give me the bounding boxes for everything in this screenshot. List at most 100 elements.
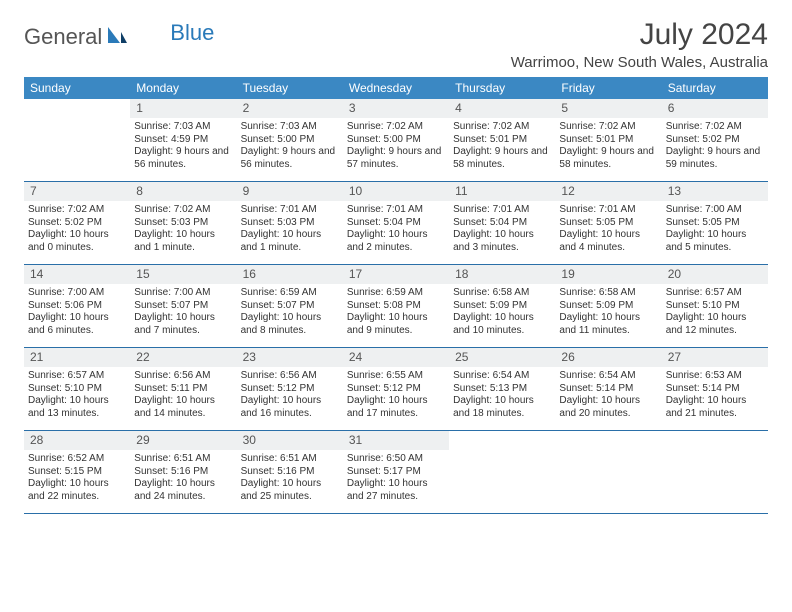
day-line: Daylight: 10 hours and 12 minutes. <box>666 312 764 337</box>
day-number: 19 <box>555 265 661 284</box>
day-body <box>449 450 555 457</box>
day-line: Sunset: 5:03 PM <box>134 217 232 230</box>
day-number: 14 <box>24 265 130 284</box>
calendar-grid: SundayMondayTuesdayWednesdayThursdayFrid… <box>24 77 768 514</box>
day-cell: 30Sunrise: 6:51 AMSunset: 5:16 PMDayligh… <box>237 431 343 513</box>
day-number: 17 <box>343 265 449 284</box>
day-body: Sunrise: 7:02 AMSunset: 5:01 PMDaylight:… <box>449 118 555 175</box>
day-number: 28 <box>24 431 130 450</box>
calendar-weeks: .1Sunrise: 7:03 AMSunset: 4:59 PMDayligh… <box>24 99 768 514</box>
day-body: Sunrise: 7:02 AMSunset: 5:01 PMDaylight:… <box>555 118 661 175</box>
day-line: Sunrise: 7:02 AM <box>666 121 764 134</box>
day-line: Daylight: 10 hours and 20 minutes. <box>559 395 657 420</box>
day-line: Sunrise: 7:02 AM <box>453 121 551 134</box>
day-line: Sunrise: 7:02 AM <box>347 121 445 134</box>
day-body: Sunrise: 7:00 AMSunset: 5:07 PMDaylight:… <box>130 284 236 341</box>
day-cell: 31Sunrise: 6:50 AMSunset: 5:17 PMDayligh… <box>343 431 449 513</box>
brand-logo: General Blue <box>24 18 176 50</box>
day-line: Sunset: 5:14 PM <box>666 383 764 396</box>
day-body: Sunrise: 7:02 AMSunset: 5:00 PMDaylight:… <box>343 118 449 175</box>
day-number: 29 <box>130 431 236 450</box>
day-line: Daylight: 10 hours and 25 minutes. <box>241 478 339 503</box>
day-cell: 8 Sunrise: 7:02 AMSunset: 5:03 PMDaylight… <box>130 182 236 264</box>
title-block: July 2024 Warrimoo, New South Wales, Aus… <box>511 18 768 71</box>
day-line: Daylight: 10 hours and 1 minute. <box>134 229 232 254</box>
day-body: Sunrise: 7:02 AMSunset: 5:02 PMDaylight:… <box>662 118 768 175</box>
day-cell: 19Sunrise: 6:58 AMSunset: 5:09 PMDayligh… <box>555 265 661 347</box>
day-number: 8 <box>130 182 236 201</box>
day-body <box>662 450 768 457</box>
day-cell: 23Sunrise: 6:56 AMSunset: 5:12 PMDayligh… <box>237 348 343 430</box>
day-line: Sunset: 4:59 PM <box>134 134 232 147</box>
day-cell: 20Sunrise: 6:57 AMSunset: 5:10 PMDayligh… <box>662 265 768 347</box>
day-body: Sunrise: 6:59 AMSunset: 5:08 PMDaylight:… <box>343 284 449 341</box>
brand-text-2: Blue <box>170 20 214 46</box>
day-line: Sunset: 5:03 PM <box>241 217 339 230</box>
day-body <box>24 118 130 125</box>
day-line: Daylight: 10 hours and 3 minutes. <box>453 229 551 254</box>
day-line: Daylight: 9 hours and 56 minutes. <box>134 146 232 171</box>
day-number: 1 <box>130 99 236 118</box>
day-cell: 15Sunrise: 7:00 AMSunset: 5:07 PMDayligh… <box>130 265 236 347</box>
day-line: Sunrise: 6:56 AM <box>134 370 232 383</box>
day-line: Sunset: 5:07 PM <box>134 300 232 313</box>
day-line: Sunrise: 7:03 AM <box>134 121 232 134</box>
day-number: 30 <box>237 431 343 450</box>
day-cell: 13Sunrise: 7:00 AMSunset: 5:05 PMDayligh… <box>662 182 768 264</box>
day-cell: 12Sunrise: 7:01 AMSunset: 5:05 PMDayligh… <box>555 182 661 264</box>
day-body: Sunrise: 6:54 AMSunset: 5:13 PMDaylight:… <box>449 367 555 424</box>
day-number: 24 <box>343 348 449 367</box>
day-cell: 24Sunrise: 6:55 AMSunset: 5:12 PMDayligh… <box>343 348 449 430</box>
day-body: Sunrise: 7:02 AMSunset: 5:02 PMDaylight:… <box>24 201 130 258</box>
dow-cell: Wednesday <box>343 77 449 99</box>
day-line: Sunrise: 6:58 AM <box>559 287 657 300</box>
day-line: Daylight: 10 hours and 14 minutes. <box>134 395 232 420</box>
day-line: Sunrise: 6:57 AM <box>666 287 764 300</box>
day-body: Sunrise: 6:56 AMSunset: 5:12 PMDaylight:… <box>237 367 343 424</box>
day-line: Sunset: 5:08 PM <box>347 300 445 313</box>
day-cell: . <box>555 431 661 513</box>
page-header: General Blue July 2024 Warrimoo, New Sou… <box>24 18 768 71</box>
day-number: 10 <box>343 182 449 201</box>
day-line: Sunset: 5:06 PM <box>28 300 126 313</box>
day-number: 22 <box>130 348 236 367</box>
day-cell: 16Sunrise: 6:59 AMSunset: 5:07 PMDayligh… <box>237 265 343 347</box>
dow-cell: Tuesday <box>237 77 343 99</box>
day-cell: 25Sunrise: 6:54 AMSunset: 5:13 PMDayligh… <box>449 348 555 430</box>
day-number: 25 <box>449 348 555 367</box>
day-line: Sunrise: 7:00 AM <box>666 204 764 217</box>
day-number: 5 <box>555 99 661 118</box>
day-number: 7 <box>24 182 130 201</box>
week-row: 14 Sunrise: 7:00 AMSunset: 5:06 PM Dayligh… <box>24 265 768 348</box>
dow-cell: Sunday <box>24 77 130 99</box>
day-cell: 27Sunrise: 6:53 AMSunset: 5:14 PMDayligh… <box>662 348 768 430</box>
day-line: Sunrise: 6:54 AM <box>559 370 657 383</box>
day-cell: 9Sunrise: 7:01 AMSunset: 5:03 PMDaylight… <box>237 182 343 264</box>
day-line: Sunrise: 6:56 AM <box>241 370 339 383</box>
day-cell: 28Sunrise: 6:52 AMSunset: 5:15 PMDayligh… <box>24 431 130 513</box>
day-line: Daylight: 9 hours and 59 minutes. <box>666 146 764 171</box>
day-body: Sunrise: 6:59 AMSunset: 5:07 PMDaylight:… <box>237 284 343 341</box>
day-line: Sunrise: 7:00 AM <box>28 287 126 300</box>
dow-cell: Thursday <box>449 77 555 99</box>
day-cell: 11Sunrise: 7:01 AMSunset: 5:04 PMDayligh… <box>449 182 555 264</box>
day-cell: 3Sunrise: 7:02 AMSunset: 5:00 PMDaylight… <box>343 99 449 181</box>
day-line: Sunrise: 7:01 AM <box>559 204 657 217</box>
day-line: Sunrise: 6:50 AM <box>347 453 445 466</box>
day-body: Sunrise: 7:01 AMSunset: 5:05 PMDaylight:… <box>555 201 661 258</box>
day-line: Daylight: 9 hours and 56 minutes. <box>241 146 339 171</box>
day-line: Sunset: 5:14 PM <box>559 383 657 396</box>
day-line: Daylight: 10 hours and 22 minutes. <box>28 478 126 503</box>
week-row: 7Sunrise: 7:02 AMSunset: 5:02 PMDaylight… <box>24 182 768 265</box>
dow-cell: Monday <box>130 77 236 99</box>
day-number: 21 <box>24 348 130 367</box>
day-line: Sunset: 5:02 PM <box>28 217 126 230</box>
day-line: Sunset: 5:04 PM <box>347 217 445 230</box>
dow-cell: Friday <box>555 77 661 99</box>
day-cell: 18Sunrise: 6:58 AMSunset: 5:09 PMDayligh… <box>449 265 555 347</box>
day-line: Sunrise: 7:02 AM <box>134 204 232 217</box>
day-body: Sunrise: 6:54 AMSunset: 5:14 PMDaylight:… <box>555 367 661 424</box>
day-line: Sunrise: 7:03 AM <box>241 121 339 134</box>
day-cell: 6Sunrise: 7:02 AMSunset: 5:02 PMDaylight… <box>662 99 768 181</box>
week-row: .1Sunrise: 7:03 AMSunset: 4:59 PMDayligh… <box>24 99 768 182</box>
